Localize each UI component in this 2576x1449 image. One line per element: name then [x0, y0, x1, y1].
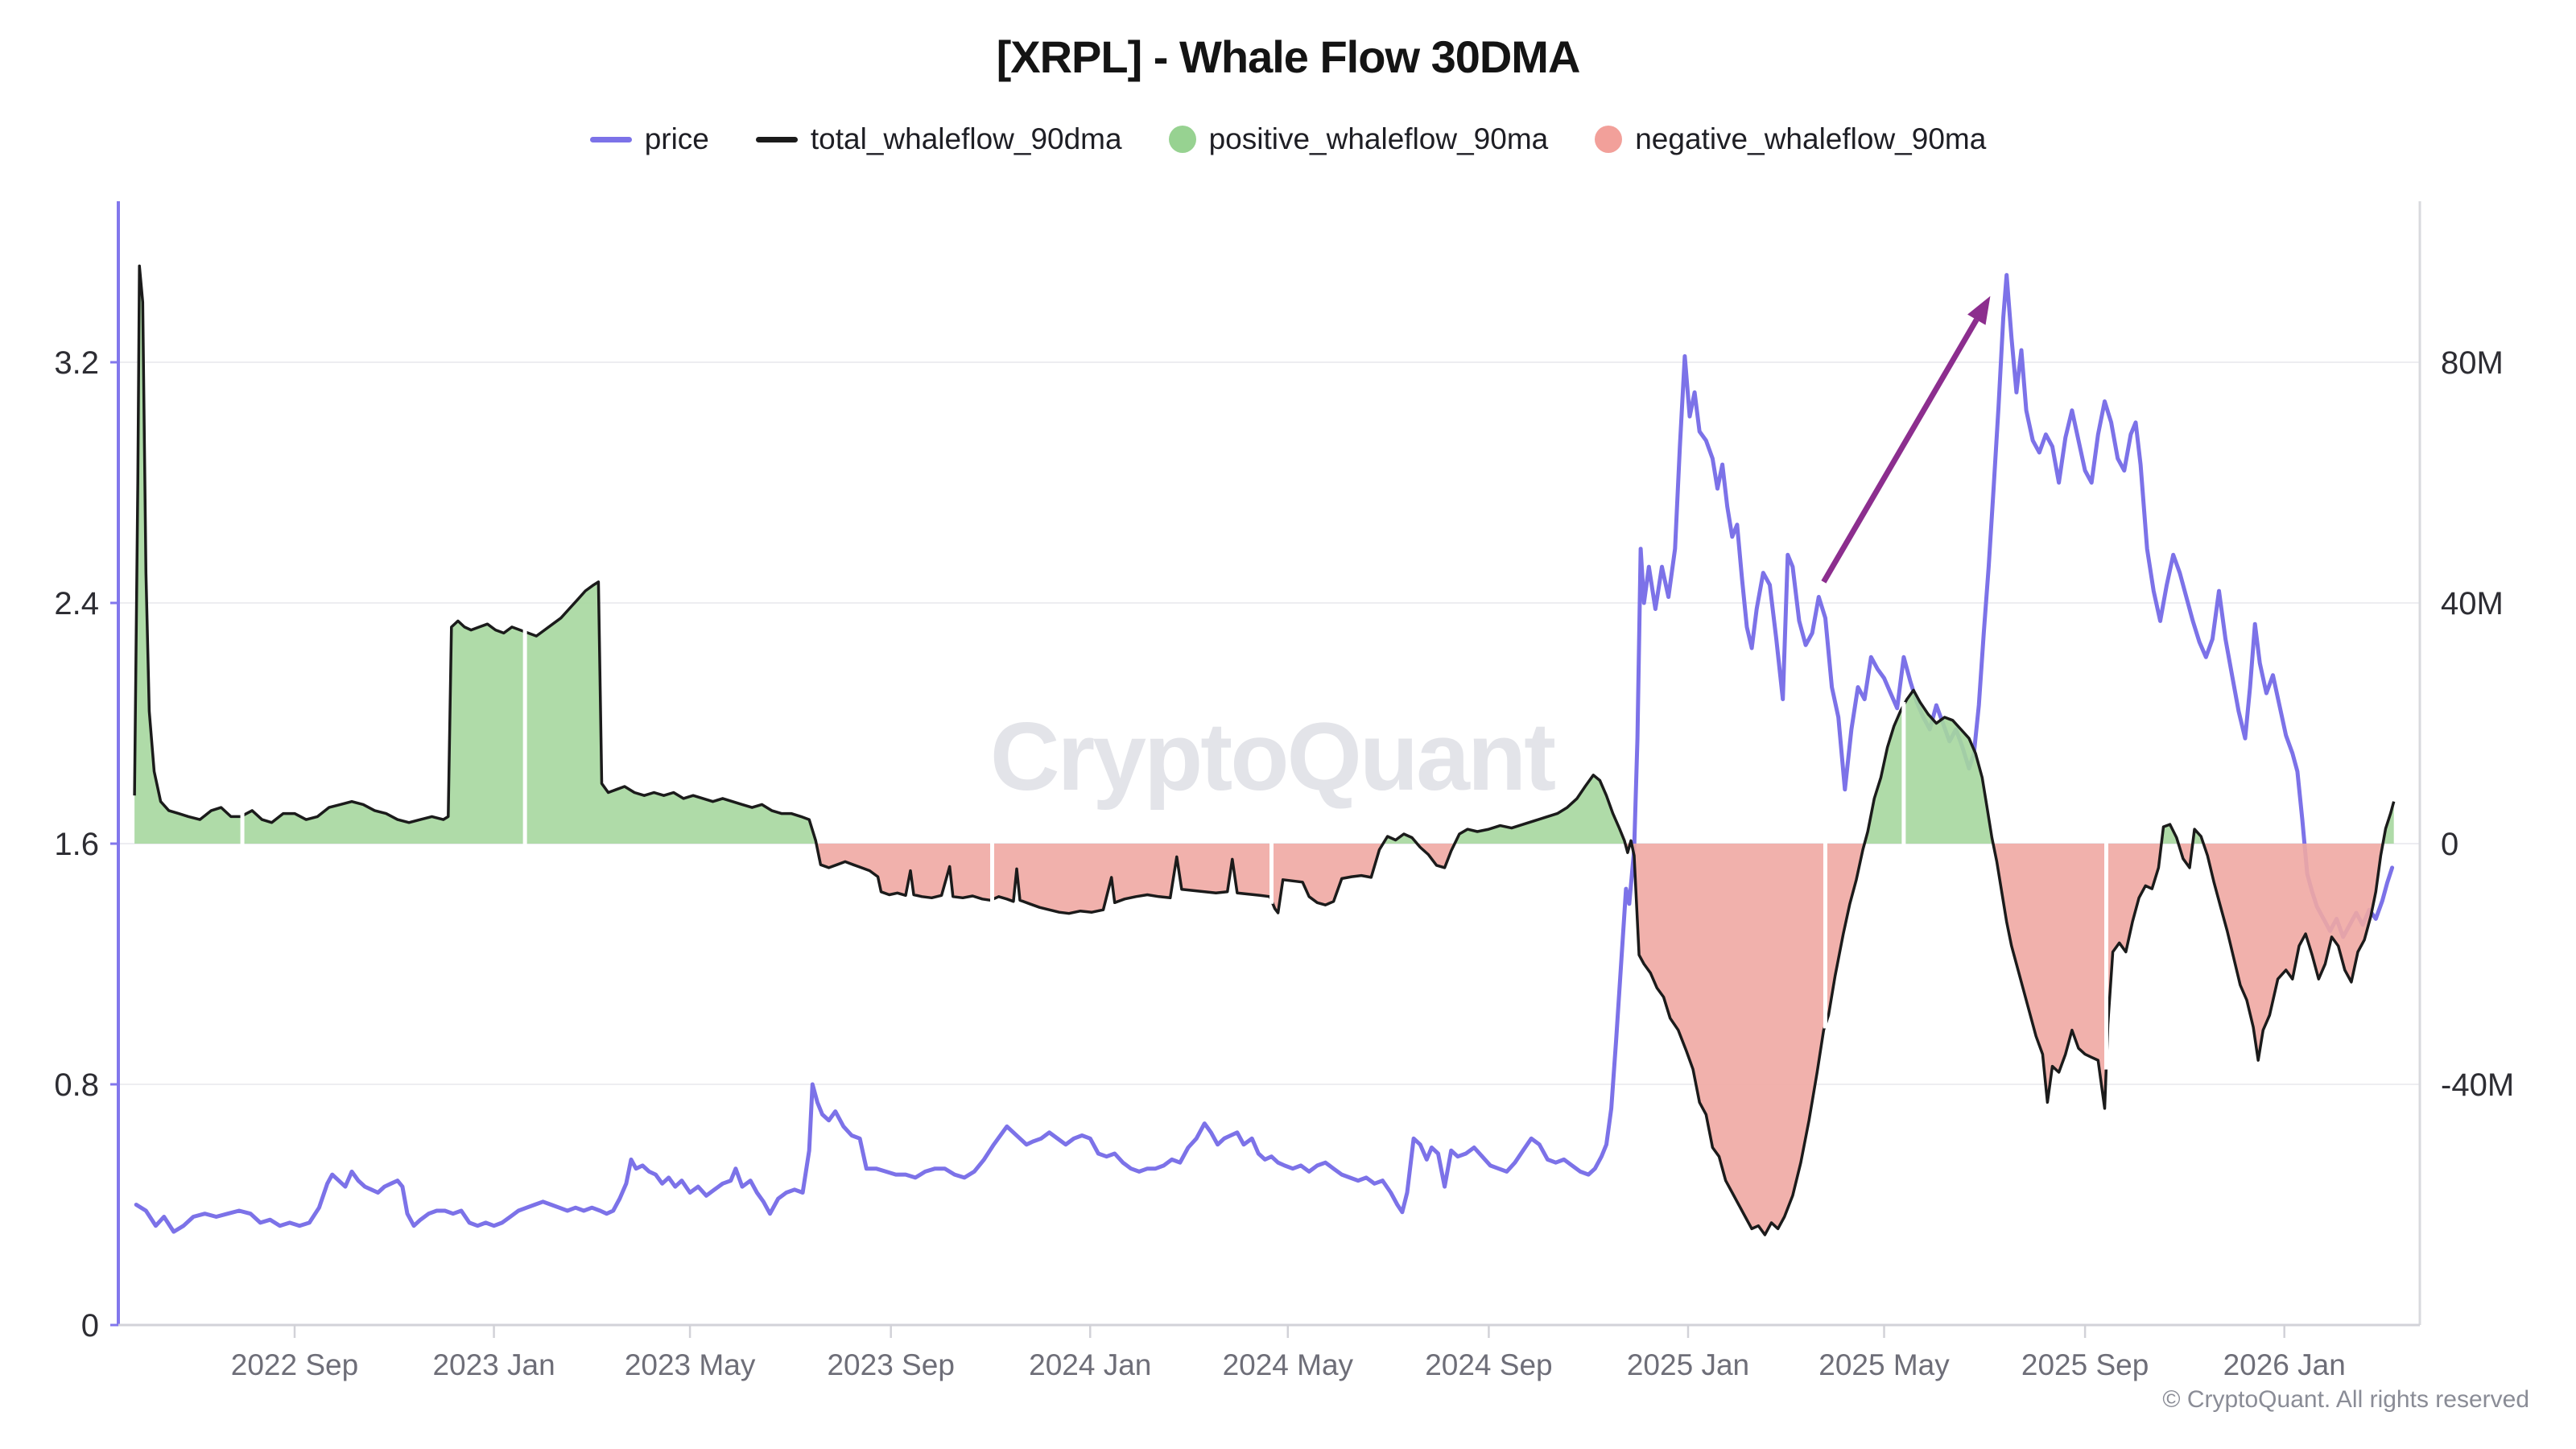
- legend-label: positive_whaleflow_90ma: [1208, 122, 1549, 155]
- legend-total-line-swatch: [755, 136, 798, 142]
- data-gap: [1269, 840, 1274, 904]
- legend-label: negative_whaleflow_90ma: [1635, 122, 1987, 155]
- right-axis-tick-label: 0: [2441, 827, 2458, 862]
- left-axis-tick-label: 2.4: [54, 586, 99, 621]
- legend-negative-dot-swatch: [1595, 126, 1623, 153]
- legend: price total_whaleflow_90dma positive_whale…: [0, 122, 2576, 156]
- right-axis-tick-label: -40M: [2441, 1067, 2514, 1103]
- positive-whaleflow-area: [1455, 774, 1625, 844]
- right-axis-tick-label: 80M: [2441, 345, 2504, 381]
- annotation-arrow-shaft: [1821, 318, 1979, 584]
- left-axis-tick-label: 3.2: [54, 345, 99, 381]
- annotation-arrow-head: [1967, 295, 1991, 325]
- x-axis-tick-label: 2023 May: [625, 1348, 756, 1381]
- x-axis-tick-label: 2022 Sep: [231, 1348, 358, 1381]
- left-axis-tick-label: 1.6: [54, 827, 99, 862]
- chart-title: [XRPL] - Whale Flow 30DMA: [996, 31, 1581, 82]
- legend-price-line-swatch: [589, 136, 632, 142]
- total-whaleflow-line: [133, 264, 2396, 1236]
- x-axis-tick-label: 2024 Jan: [1029, 1348, 1151, 1381]
- legend-item-positive[interactable]: positive_whaleflow_90ma: [1168, 122, 1549, 156]
- x-axis-tick-label: 2025 Jan: [1627, 1348, 1749, 1381]
- legend-positive-dot-swatch: [1168, 126, 1196, 153]
- negative-whaleflow-area: [1631, 844, 1865, 1235]
- positive-whaleflow-area: [134, 266, 817, 844]
- data-gap: [240, 812, 245, 847]
- negative-whaleflow-area: [1417, 844, 1455, 868]
- price-line: [134, 273, 2395, 1234]
- legend-item-total[interactable]: total_whaleflow_90dma: [755, 122, 1122, 156]
- negative-whaleflow-area: [1993, 844, 2161, 1108]
- right-axis-tick-label: 40M: [2441, 586, 2504, 621]
- data-gap: [1901, 702, 1906, 847]
- copyright-text: © CryptoQuant. All rights reserved: [2162, 1386, 2529, 1413]
- left-axis-tick-label: 0: [81, 1308, 99, 1344]
- x-axis-tick-label: 2026 Jan: [2223, 1348, 2346, 1381]
- x-axis-tick-label: 2025 Sep: [2021, 1348, 2149, 1381]
- legend-item-negative[interactable]: negative_whaleflow_90ma: [1595, 122, 1986, 156]
- data-gap: [990, 840, 995, 903]
- x-axis-tick-label: 2023 Jan: [432, 1348, 555, 1381]
- negative-whaleflow-area: [2203, 844, 2384, 1061]
- data-gap: [2103, 840, 2108, 1070]
- positive-whaleflow-area: [2161, 824, 2179, 844]
- positive-whaleflow-area: [1864, 690, 1993, 844]
- legend-label: total_whaleflow_90dma: [810, 122, 1122, 155]
- x-axis-tick-label: 2025 May: [1818, 1348, 1950, 1381]
- data-gap: [522, 628, 527, 847]
- negative-whaleflow-area: [816, 844, 1384, 914]
- legend-label: price: [644, 122, 709, 155]
- x-axis-tick-label: 2023 Sep: [827, 1348, 954, 1381]
- legend-item-price[interactable]: price: [589, 122, 709, 156]
- x-axis-tick-label: 2024 May: [1223, 1348, 1354, 1381]
- x-axis-tick-label: 2024 Sep: [1425, 1348, 1552, 1381]
- left-axis-tick-label: 0.8: [54, 1067, 99, 1103]
- data-gap: [1823, 840, 1827, 1029]
